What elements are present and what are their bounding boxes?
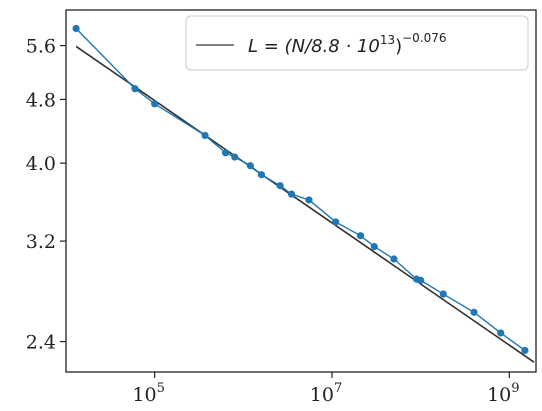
legend-box <box>185 15 529 71</box>
data-point <box>246 162 254 170</box>
data-point <box>201 131 209 140</box>
y-tick-label: 3.2 <box>26 231 56 253</box>
data-point <box>131 85 139 93</box>
fit-line <box>75 45 535 363</box>
data-point <box>497 329 505 337</box>
y-tick-label: 4.0 <box>26 153 56 175</box>
data-point <box>370 242 378 251</box>
data-point <box>390 255 398 263</box>
x-tick-label: 109 <box>487 381 519 406</box>
data-point <box>231 153 239 161</box>
data-point <box>72 24 80 33</box>
data-point <box>521 346 529 355</box>
data-point <box>356 232 365 240</box>
data-point <box>470 308 478 316</box>
data-point <box>287 190 296 198</box>
legend-label: L = (N/8.8 · 1013)−0.076 <box>248 31 447 57</box>
data-point <box>221 149 230 157</box>
data-point <box>332 218 340 226</box>
x-tick-label: 105 <box>132 381 164 406</box>
y-tick-label: 5.6 <box>26 36 56 58</box>
data-point <box>417 276 425 284</box>
data-point <box>257 171 266 179</box>
data-point <box>305 196 313 204</box>
data-point <box>439 290 447 298</box>
data-point <box>276 182 284 190</box>
data-point <box>151 100 159 108</box>
x-tick-label: 107 <box>310 381 342 406</box>
y-tick-label: 4.8 <box>26 89 56 111</box>
y-tick-label: 2.4 <box>26 332 56 354</box>
